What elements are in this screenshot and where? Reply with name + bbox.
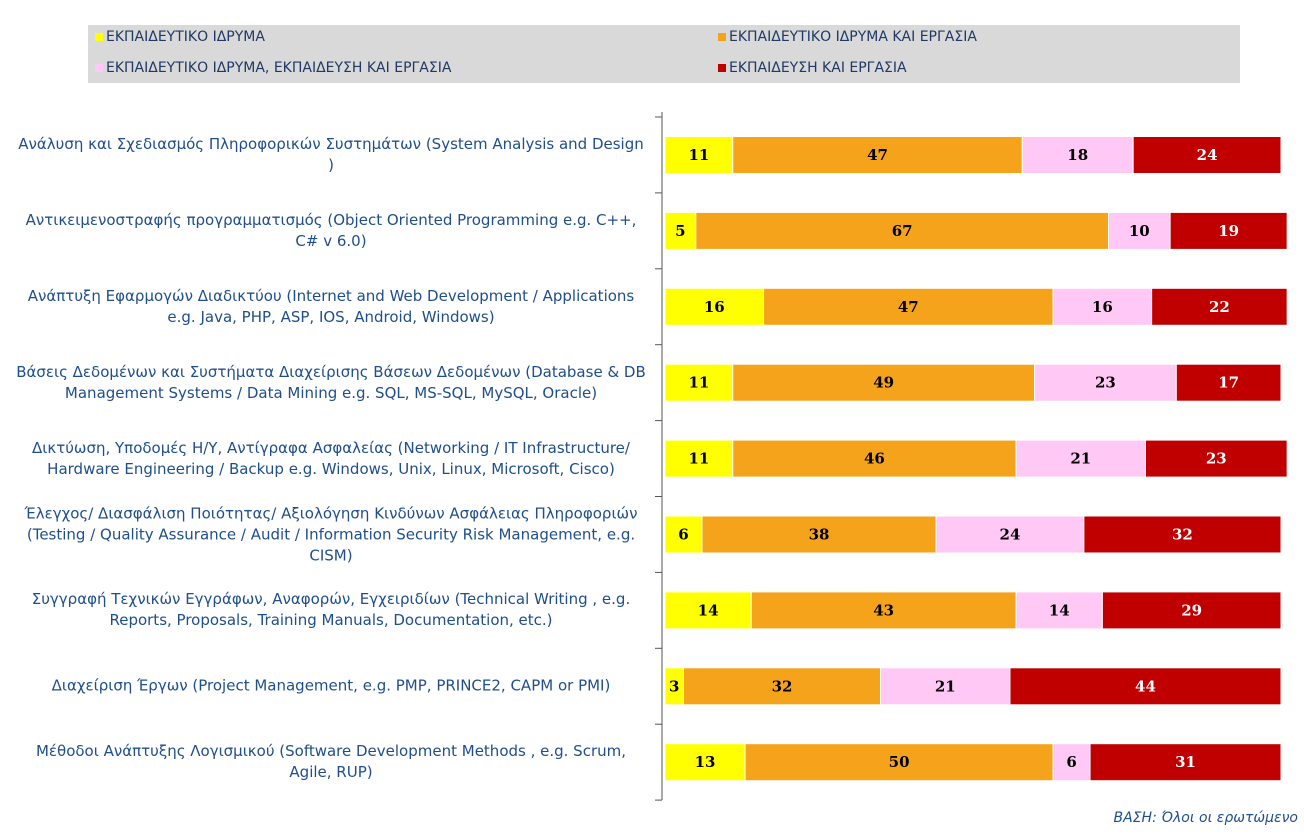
legend-marker [718,33,726,41]
category-label: Βάσεις Δεδομένων και Συστήματα Διαχείρισ… [16,362,646,402]
data-label: 21 [1070,450,1091,468]
data-label: 6 [678,526,688,544]
category-label: Ανάπτυξη Εφαρμογών Διαδικτύου (Internet … [27,286,635,326]
legend-label: ΕΚΠΑΙΔΕΥΤΙΚΟ ΙΔΡΥΜΑ ΚΑΙ ΕΡΓΑΣΙΑ [729,29,977,45]
data-label: 38 [809,526,830,544]
data-label: 19 [1218,222,1239,240]
legend-box [88,25,1240,83]
data-label: 13 [695,753,716,771]
bar-segment [1052,287,1153,326]
legend-label: ΕΚΠΑΙΔΕΥΣΗ ΚΑΙ ΕΡΓΑΣΙΑ [729,60,907,76]
bar-segment [695,211,1110,250]
bar-segment [701,515,937,554]
bar-segment [744,743,1054,782]
category-label: Συγγραφή Τεχνικών Εγγράφων, Αναφορών, Εγ… [31,590,631,630]
legend-marker [95,33,103,41]
bar-segment [664,591,752,630]
bar-segment [732,363,1036,402]
bar-segment [1144,439,1288,478]
data-label: 22 [1209,298,1230,316]
data-label: 24 [1000,526,1021,544]
bar-segment [664,363,734,402]
footnote: ΒΑΣΗ: Όλοι οι ερωτώμενο [1113,810,1298,826]
data-label: 14 [698,601,719,619]
bar-segment [1101,591,1282,630]
data-label: 10 [1129,222,1150,240]
legend-marker [718,64,726,72]
legend-label: ΕΚΠΑΙΔΕΥΤΙΚΟ ΙΔΡΥΜΑ [106,29,265,45]
bar-segment [1169,211,1288,250]
category-label: Ανάλυση και Σχεδιασμός Πληροφορικών Συστ… [18,135,644,174]
bar-segment [664,439,734,478]
data-label: 14 [1049,601,1070,619]
data-label: 43 [873,601,894,619]
bar-segment [763,287,1054,326]
data-label: 17 [1218,374,1239,392]
category-label: Μέθοδοι Ανάπτυξης Λογισμικού (Software D… [35,742,627,782]
data-label: 11 [688,374,709,392]
bar-segment [1009,667,1282,706]
data-label: 49 [873,374,894,392]
data-label: 6 [1066,753,1076,771]
bar-segment [1175,363,1282,402]
bar-segment [1151,287,1288,326]
data-label: 50 [889,753,910,771]
data-label: 67 [892,222,913,240]
data-label: 3 [669,677,679,695]
data-label: 47 [867,146,888,164]
bar-segment [1052,743,1091,782]
data-label: 32 [772,677,793,695]
data-label: 23 [1206,450,1227,468]
category-label: Δικτύωση, Υποδομές Η/Υ, Αντίγραφα Ασφαλε… [32,438,630,478]
bar-segment [1083,515,1282,554]
data-label: 32 [1172,526,1193,544]
category-label: Έλεγχος/ Διασφάλιση Ποιότητας/ Αξιολόγησ… [24,504,638,564]
data-label: 18 [1067,146,1088,164]
data-label: 21 [935,677,956,695]
data-label: 44 [1135,677,1156,695]
category-label: Διαχείριση Έργων (Project Management, e.… [51,676,611,695]
data-label: 29 [1181,601,1202,619]
category-label: Αντικειμενοστραφής προγραμματισμός (Obje… [25,210,637,250]
bar-segment [682,667,882,706]
bar-segment [1034,363,1177,402]
data-label: 11 [688,450,709,468]
bar-segment [664,515,703,554]
data-label: 47 [898,298,919,316]
data-label: 5 [675,222,685,240]
bar-segment [935,515,1085,554]
data-label: 16 [1092,298,1113,316]
bar-segment [1089,743,1282,782]
bar-segment [1021,136,1134,174]
bar-segment [664,743,746,782]
data-label: 16 [704,298,725,316]
bar-segment [750,591,1017,630]
data-label: 11 [688,146,709,164]
bar-segment [1132,136,1282,174]
legend-label: ΕΚΠΑΙΔΕΥΤΙΚΟ ΙΔΡΥΜΑ, ΕΚΠΑΙΔΕΥΣΗ ΚΑΙ ΕΡΓΑ… [106,60,452,76]
data-label: 46 [864,450,885,468]
data-label: 23 [1095,374,1116,392]
data-label: 24 [1197,146,1218,164]
bar-segment [732,439,1017,478]
bar-segment [1015,591,1103,630]
bar-segment [1108,211,1171,250]
legend-marker [95,64,103,72]
data-label: 31 [1175,753,1196,771]
